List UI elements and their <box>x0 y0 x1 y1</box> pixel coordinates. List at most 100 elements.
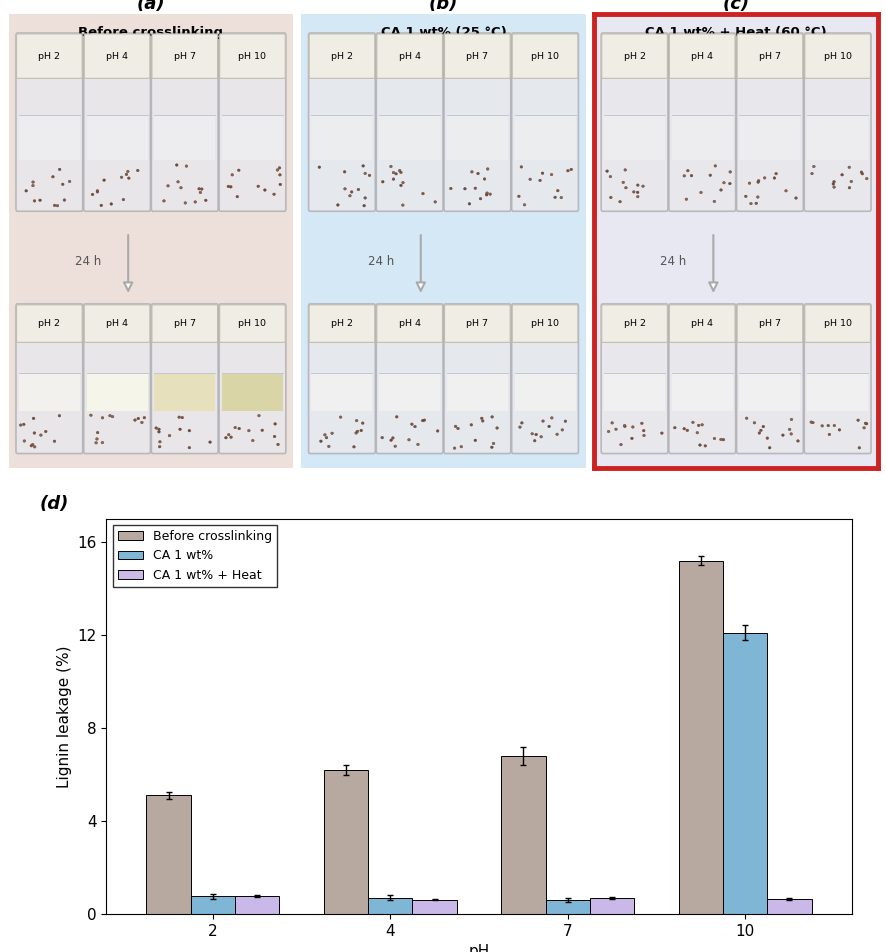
Ellipse shape <box>712 437 715 440</box>
Ellipse shape <box>158 430 160 433</box>
FancyBboxPatch shape <box>601 33 667 211</box>
Ellipse shape <box>470 424 472 426</box>
FancyBboxPatch shape <box>152 305 217 343</box>
Ellipse shape <box>860 172 863 175</box>
Ellipse shape <box>809 421 812 424</box>
Ellipse shape <box>453 446 455 449</box>
FancyBboxPatch shape <box>601 305 666 343</box>
Ellipse shape <box>619 444 622 446</box>
Ellipse shape <box>463 188 466 190</box>
Ellipse shape <box>96 438 98 440</box>
Ellipse shape <box>812 166 814 168</box>
Ellipse shape <box>538 179 540 182</box>
FancyBboxPatch shape <box>309 305 374 343</box>
FancyBboxPatch shape <box>736 305 802 343</box>
Ellipse shape <box>747 182 750 185</box>
FancyBboxPatch shape <box>668 33 734 211</box>
Ellipse shape <box>727 182 730 185</box>
FancyBboxPatch shape <box>17 34 82 78</box>
Ellipse shape <box>862 426 865 429</box>
Ellipse shape <box>23 440 26 443</box>
Ellipse shape <box>641 429 644 432</box>
FancyBboxPatch shape <box>736 34 802 78</box>
FancyBboxPatch shape <box>19 373 80 410</box>
FancyBboxPatch shape <box>668 304 734 453</box>
Ellipse shape <box>436 429 439 432</box>
Ellipse shape <box>686 169 688 172</box>
Ellipse shape <box>276 169 278 171</box>
Ellipse shape <box>712 200 715 203</box>
Ellipse shape <box>483 178 486 180</box>
Ellipse shape <box>381 181 384 183</box>
Ellipse shape <box>236 195 238 198</box>
FancyBboxPatch shape <box>308 304 375 453</box>
FancyBboxPatch shape <box>309 34 374 78</box>
Text: pH 10: pH 10 <box>823 51 851 61</box>
Text: pH 10: pH 10 <box>531 319 558 328</box>
Ellipse shape <box>136 417 139 420</box>
Ellipse shape <box>39 199 42 202</box>
FancyBboxPatch shape <box>739 373 799 410</box>
Ellipse shape <box>831 183 834 186</box>
Text: pH 10: pH 10 <box>238 51 266 61</box>
Text: pH 4: pH 4 <box>398 319 420 328</box>
Ellipse shape <box>416 443 419 446</box>
Ellipse shape <box>319 440 322 443</box>
Ellipse shape <box>257 185 260 188</box>
Ellipse shape <box>847 187 850 189</box>
Text: pH 7: pH 7 <box>758 51 780 61</box>
Text: 24 h: 24 h <box>660 255 686 268</box>
Bar <box>722 633 766 914</box>
Ellipse shape <box>136 169 139 171</box>
Ellipse shape <box>110 203 113 206</box>
Ellipse shape <box>68 180 71 183</box>
Ellipse shape <box>227 185 229 188</box>
Ellipse shape <box>781 434 783 436</box>
FancyBboxPatch shape <box>511 304 578 453</box>
Ellipse shape <box>495 426 498 429</box>
Text: pH 2: pH 2 <box>330 319 353 328</box>
FancyBboxPatch shape <box>601 34 666 78</box>
Text: pH 7: pH 7 <box>758 319 780 328</box>
FancyBboxPatch shape <box>152 304 218 453</box>
FancyBboxPatch shape <box>603 115 664 160</box>
Text: pH 7: pH 7 <box>466 319 488 328</box>
Ellipse shape <box>623 425 626 426</box>
Ellipse shape <box>810 172 812 175</box>
Ellipse shape <box>354 431 357 434</box>
FancyBboxPatch shape <box>219 304 285 453</box>
Ellipse shape <box>100 204 103 207</box>
Ellipse shape <box>96 190 98 193</box>
Title: (a): (a) <box>136 0 165 12</box>
Ellipse shape <box>523 204 525 206</box>
Ellipse shape <box>433 201 436 203</box>
Ellipse shape <box>794 197 797 199</box>
Ellipse shape <box>832 181 835 183</box>
Ellipse shape <box>762 177 766 179</box>
Ellipse shape <box>640 422 642 425</box>
Ellipse shape <box>682 427 685 430</box>
FancyBboxPatch shape <box>447 115 508 160</box>
Ellipse shape <box>832 186 835 188</box>
Ellipse shape <box>534 433 537 436</box>
Ellipse shape <box>111 415 113 418</box>
Ellipse shape <box>631 426 633 428</box>
FancyBboxPatch shape <box>804 34 869 78</box>
Text: pH 4: pH 4 <box>398 51 420 61</box>
Ellipse shape <box>224 436 227 439</box>
Text: pH 4: pH 4 <box>690 319 712 328</box>
Ellipse shape <box>421 192 424 195</box>
Ellipse shape <box>389 439 392 442</box>
Ellipse shape <box>789 418 792 421</box>
Ellipse shape <box>343 170 346 173</box>
Bar <box>501 756 545 914</box>
Ellipse shape <box>96 189 98 192</box>
Bar <box>412 900 456 914</box>
Ellipse shape <box>796 440 798 443</box>
Ellipse shape <box>380 436 383 439</box>
Ellipse shape <box>828 433 830 436</box>
FancyBboxPatch shape <box>87 115 147 160</box>
Ellipse shape <box>391 437 393 439</box>
Text: 24 h: 24 h <box>368 255 393 268</box>
Ellipse shape <box>636 184 639 187</box>
